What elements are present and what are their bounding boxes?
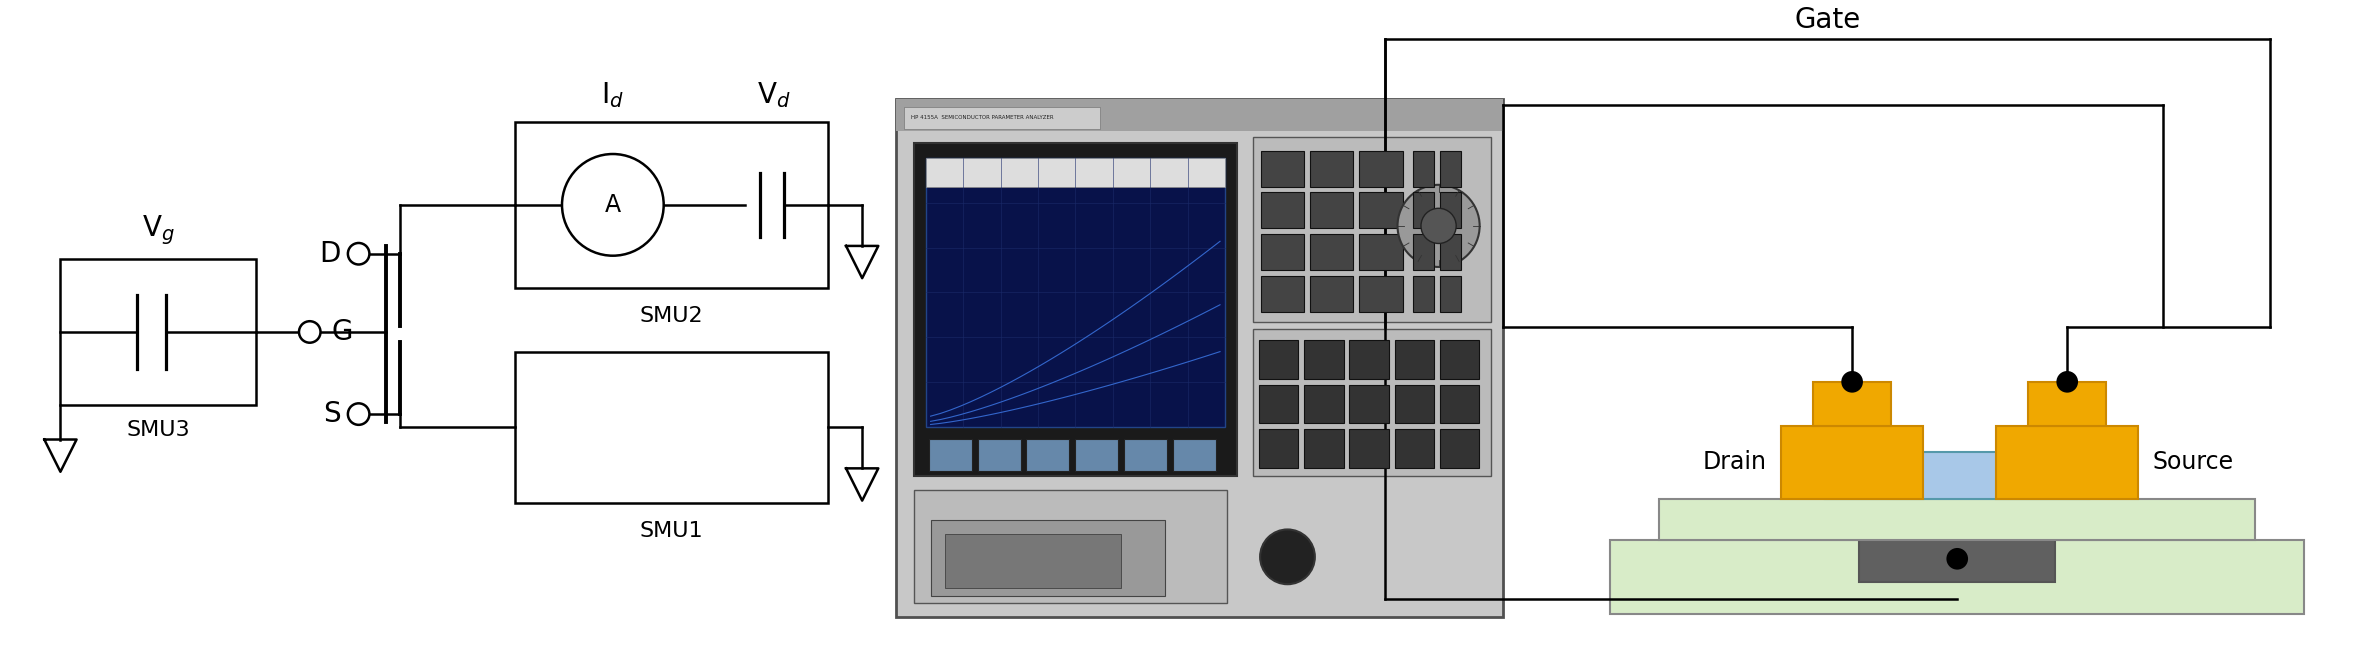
Text: I$_d$: I$_d$ — [600, 80, 624, 110]
Bar — [977, 438, 1022, 471]
Bar — [1349, 429, 1389, 468]
Bar — [1259, 340, 1299, 379]
Bar — [1660, 499, 2255, 541]
Circle shape — [563, 154, 664, 256]
Bar — [61, 258, 257, 405]
Bar — [1349, 340, 1389, 379]
Bar — [930, 438, 972, 471]
Bar — [1441, 276, 1462, 312]
Bar — [1311, 192, 1354, 228]
Bar — [1441, 340, 1478, 379]
Bar — [925, 158, 1224, 427]
Bar — [1412, 192, 1434, 228]
Bar — [1394, 340, 1434, 379]
Bar — [1252, 137, 1490, 321]
Bar — [1252, 329, 1490, 476]
Bar — [1172, 438, 1217, 471]
Text: HP 4155A  SEMICONDUCTOR PARAMETER ANALYZER: HP 4155A SEMICONDUCTOR PARAMETER ANALYZE… — [911, 115, 1055, 120]
Circle shape — [2057, 372, 2076, 392]
Bar — [1358, 276, 1403, 312]
Bar — [516, 352, 829, 503]
Circle shape — [1947, 549, 1968, 569]
Bar — [1441, 192, 1462, 228]
Bar — [1076, 438, 1118, 471]
Circle shape — [299, 321, 320, 342]
Text: V$_d$: V$_d$ — [758, 80, 791, 110]
Bar — [1441, 151, 1462, 186]
Bar — [946, 535, 1121, 588]
Text: Source: Source — [2154, 451, 2234, 474]
Bar — [913, 143, 1236, 476]
Bar — [1311, 234, 1354, 270]
Bar — [1860, 535, 2055, 583]
Text: SMU2: SMU2 — [640, 306, 704, 325]
Bar — [1782, 426, 1923, 499]
Circle shape — [1398, 185, 1481, 267]
Bar — [925, 158, 1224, 187]
Bar — [1394, 385, 1434, 423]
Bar — [1304, 340, 1344, 379]
Bar — [1262, 234, 1304, 270]
Bar — [1813, 382, 1890, 426]
Bar — [1610, 541, 2305, 613]
Bar — [1026, 438, 1069, 471]
Bar — [1358, 151, 1403, 186]
Bar — [904, 107, 1099, 129]
Bar — [516, 122, 829, 288]
Text: Gate: Gate — [1794, 6, 1860, 33]
Bar — [1394, 429, 1434, 468]
Bar — [1824, 452, 2090, 499]
Bar — [1358, 192, 1403, 228]
Circle shape — [348, 243, 370, 264]
Text: S: S — [322, 400, 341, 428]
Circle shape — [348, 403, 370, 425]
Bar — [1311, 151, 1354, 186]
Bar — [1262, 151, 1304, 186]
Bar — [897, 99, 1502, 131]
Bar — [1412, 234, 1434, 270]
Circle shape — [1843, 372, 1862, 392]
Text: A: A — [605, 193, 621, 217]
Bar — [1441, 385, 1478, 423]
Bar — [1441, 234, 1462, 270]
Bar — [1259, 429, 1299, 468]
Text: G: G — [332, 318, 353, 346]
Bar — [930, 520, 1165, 596]
Circle shape — [1259, 529, 1316, 584]
Bar — [1412, 151, 1434, 186]
Bar — [1262, 192, 1304, 228]
Bar — [1304, 429, 1344, 468]
Text: SMU3: SMU3 — [127, 420, 191, 440]
Circle shape — [1422, 208, 1457, 243]
Text: SMU1: SMU1 — [640, 521, 704, 541]
Bar — [2029, 382, 2107, 426]
Bar — [1441, 429, 1478, 468]
Text: D: D — [320, 239, 341, 268]
Bar — [1125, 438, 1168, 471]
Bar — [1412, 276, 1434, 312]
Bar — [913, 490, 1226, 603]
Bar — [1304, 385, 1344, 423]
Bar — [1262, 276, 1304, 312]
Text: V$_g$: V$_g$ — [141, 213, 174, 247]
Bar — [1311, 276, 1354, 312]
Bar — [1358, 234, 1403, 270]
Bar — [1259, 385, 1299, 423]
Bar — [1996, 426, 2137, 499]
Text: Drain: Drain — [1702, 451, 1766, 474]
Bar — [1349, 385, 1389, 423]
Bar — [897, 99, 1502, 617]
